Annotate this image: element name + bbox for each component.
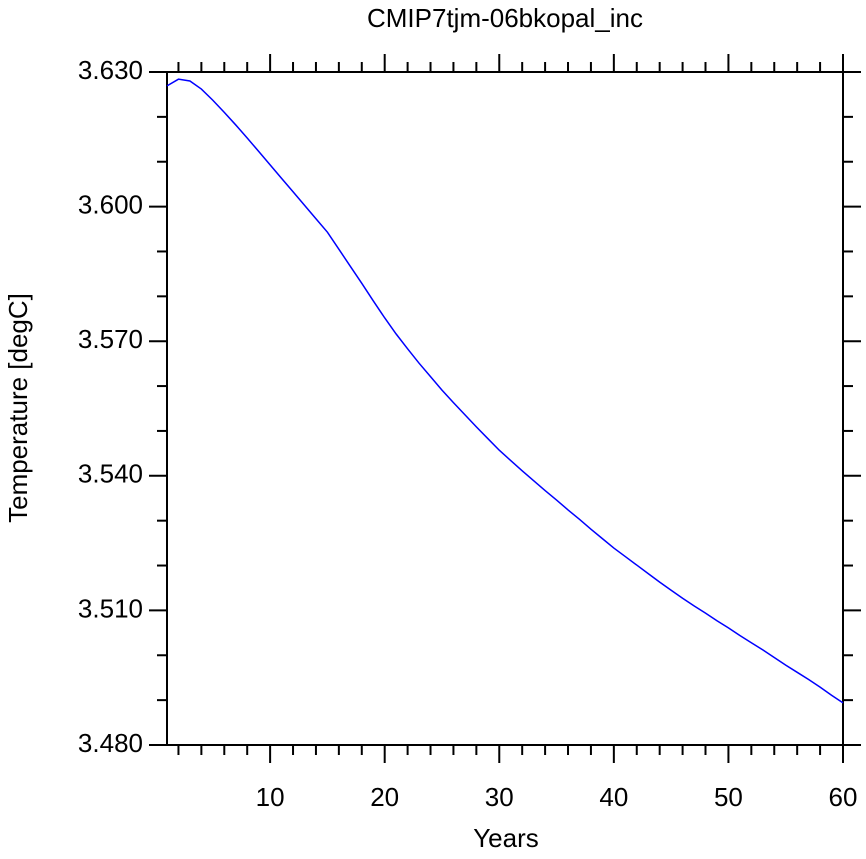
y-tick-label: 3.630 [78, 55, 143, 85]
plot-frame [166, 71, 844, 746]
x-tick-label: 40 [599, 782, 628, 812]
x-tick-label: 50 [714, 782, 743, 812]
y-tick-label: 3.570 [78, 324, 143, 354]
x-tick-label: 30 [485, 782, 514, 812]
y-tick-label: 3.540 [78, 459, 143, 489]
x-tick-label: 60 [829, 782, 858, 812]
data-line [166, 78, 844, 704]
y-tick-label: 3.600 [78, 189, 143, 219]
x-tick-label: 10 [256, 782, 285, 812]
x-tick-label: 20 [370, 782, 399, 812]
y-tick-label: 3.510 [78, 593, 143, 623]
y-tick-label: 3.480 [78, 728, 143, 758]
x-axis-label: Years [473, 823, 539, 853]
y-axis-label: Temperature [degC] [3, 293, 33, 523]
chart-title: CMIP7tjm-06bkopal_inc [367, 3, 643, 33]
